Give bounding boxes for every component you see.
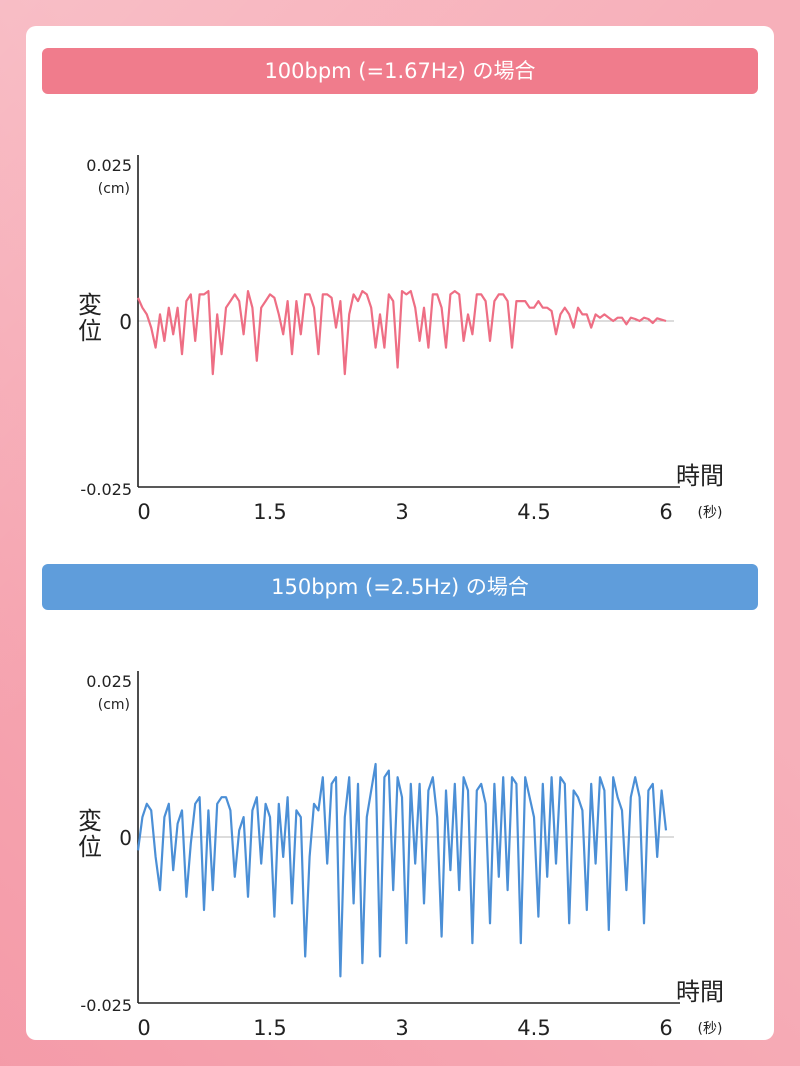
y-unit-label: (cm)	[98, 181, 130, 197]
y-tick-label: 0	[119, 826, 132, 850]
x-tick-label: 4.5	[517, 500, 550, 522]
x-tick-label: 0	[137, 1016, 150, 1038]
y-unit-label: (cm)	[98, 697, 130, 713]
x-tick-label: 6	[659, 500, 672, 522]
y-axis-label-char: 位	[78, 317, 102, 345]
x-axis-label: 時間	[676, 978, 724, 1006]
chart-1-title: 100bpm (=1.67Hz) の場合	[42, 48, 758, 94]
chart-2-title: 150bpm (=2.5Hz) の場合	[42, 564, 758, 610]
content-card: 100bpm (=1.67Hz) の場合 0.025 0 -0.025 (cm) 変位 0…	[26, 26, 774, 1040]
y-axis-label-char: 変	[78, 807, 102, 835]
series-line	[136, 290, 667, 376]
y-axis-label-char: 位	[78, 833, 102, 861]
x-tick-label: 1.5	[253, 1016, 286, 1038]
x-unit-label: (秒)	[698, 505, 723, 521]
x-tick-label: 4.5	[517, 1016, 550, 1038]
x-tick-label: 3	[395, 1016, 408, 1038]
series-line	[136, 762, 668, 978]
x-tick-label: 3	[395, 500, 408, 522]
y-axis-label-char: 変	[78, 291, 102, 319]
y-tick-label: -0.025	[80, 996, 132, 1015]
y-tick-label: 0.025	[86, 156, 132, 175]
y-tick-label: 0	[119, 310, 132, 334]
x-tick-label: 6	[659, 1016, 672, 1038]
x-axis-label: 時間	[676, 462, 724, 490]
x-tick-label: 0	[137, 500, 150, 522]
x-unit-label: (秒)	[698, 1021, 723, 1037]
x-tick-label: 1.5	[253, 500, 286, 522]
y-tick-label: 0.025	[86, 672, 132, 691]
y-tick-label: -0.025	[80, 480, 132, 499]
